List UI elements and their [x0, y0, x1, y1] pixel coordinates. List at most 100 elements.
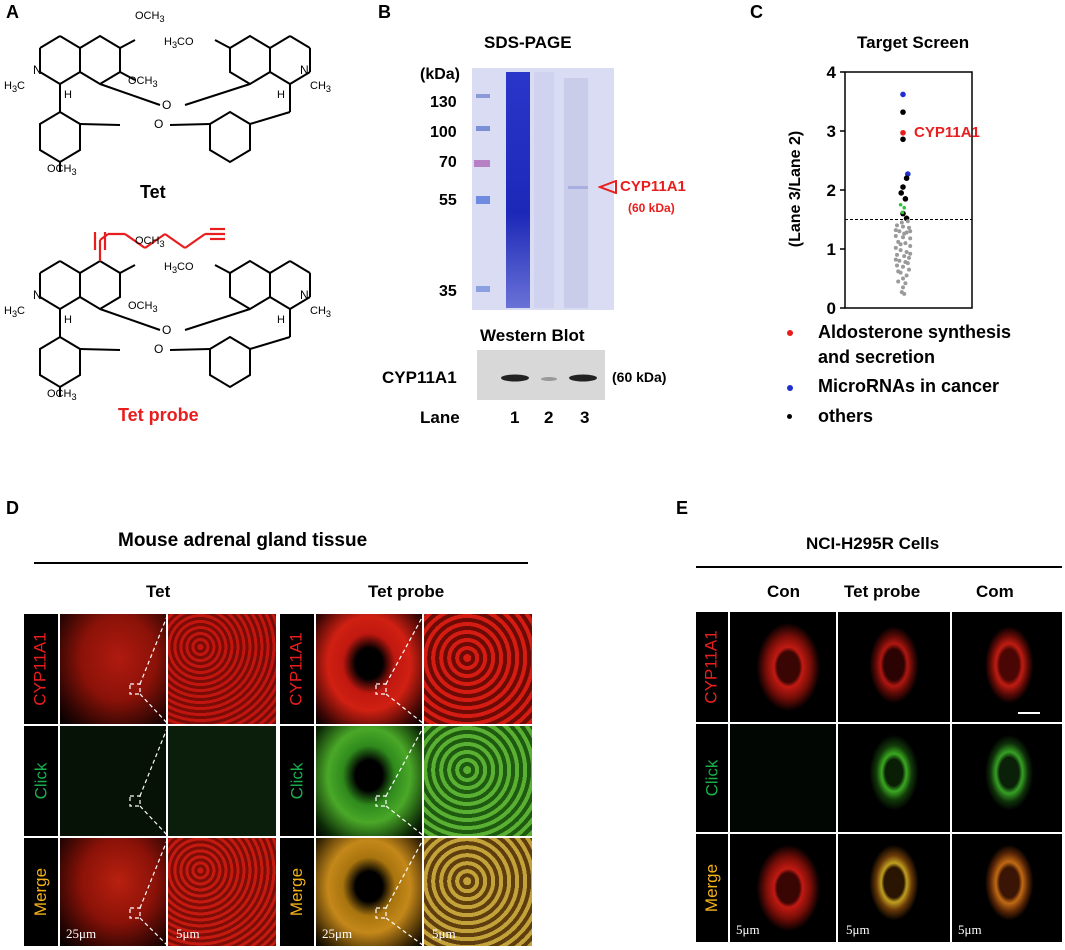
atom-label: O [162, 98, 172, 112]
wb-row-label: CYP11A1 [382, 368, 457, 387]
atom-label: OCH3 [135, 235, 165, 250]
scale-bar-label: 25μm [322, 926, 353, 941]
data-point [895, 252, 899, 257]
tissue-zoom-image [168, 614, 276, 724]
data-point [898, 202, 903, 207]
data-point [898, 242, 903, 247]
data-point [900, 91, 906, 98]
marker-label: 70 [439, 154, 457, 171]
alkyne-chain [93, 227, 225, 261]
scale-bar-label: 5μm [958, 922, 982, 937]
target-screen-title: Target Screen [857, 33, 970, 52]
cell-image [730, 834, 836, 942]
y-tick-label: 2 [827, 181, 836, 200]
cell-image [838, 612, 950, 722]
tissue-image [60, 726, 166, 836]
wb-kda-label: (60 kDa) [612, 369, 667, 385]
data-point [898, 190, 904, 196]
atom-label: OCH3 [47, 388, 77, 403]
target-screen-chart: 0 1 2 3 4 [827, 63, 973, 318]
arrow-icon [598, 180, 617, 194]
atom-label: H [64, 89, 72, 101]
row-label-cyp11a1: CYP11A1 [280, 614, 314, 724]
sds-page-title: SDS-PAGE [484, 33, 572, 52]
data-point [898, 248, 903, 253]
cyp11a1-highlight-label: CYP11A1 [914, 124, 980, 141]
row-label-merge: Merge [696, 834, 728, 942]
data-point [907, 267, 911, 272]
plot-frame [844, 71, 973, 309]
tissue-zoom-image [424, 614, 532, 724]
data-point [900, 210, 905, 215]
row-label-cyp11a1: CYP11A1 [696, 612, 728, 722]
group-label-tet: Tet [146, 582, 171, 601]
western-blot-title: Western Blot [480, 326, 585, 345]
sds-page-gel [472, 68, 614, 310]
panel-letter-c: C [750, 2, 763, 22]
cyp11a1-gel-kda: (60 kDa) [628, 201, 675, 215]
data-point [893, 257, 898, 262]
atom-label: H3CO [164, 36, 194, 51]
data-point [901, 276, 905, 281]
lane-number: 3 [580, 408, 590, 427]
tissue-image [316, 726, 422, 836]
column-label: Con [767, 582, 801, 601]
data-point [904, 273, 909, 278]
data-point [899, 220, 904, 225]
data-point [900, 136, 906, 143]
atom-label: OCH3 [135, 10, 165, 25]
cell-image [838, 834, 950, 942]
kda-label: (kDa) [420, 66, 461, 83]
row-label-merge: Merge [280, 838, 314, 946]
scale-bar-label: 5μm [176, 926, 200, 941]
legend-label: others [818, 406, 874, 426]
data-point [900, 184, 906, 190]
data-point [902, 205, 906, 210]
legend-dot [787, 330, 793, 336]
cell-image [952, 612, 1062, 722]
panel-e-title: NCI-H295R Cells [806, 534, 940, 553]
cell-image [952, 724, 1062, 832]
tet-structure [39, 34, 311, 397]
atom-label: H [64, 314, 72, 326]
tet-label: Tet [140, 182, 166, 202]
atom-label: N [33, 63, 42, 77]
data-point [901, 224, 905, 229]
atom-label: H [277, 314, 285, 326]
legend-label: MicroRNAs in cancer [818, 376, 1000, 396]
western-blot-image [477, 350, 605, 400]
atom-label: H3C [4, 305, 25, 320]
legend-label: and secretion [818, 347, 936, 367]
panel-letter-e: E [676, 498, 689, 518]
y-tick-label: 1 [827, 240, 836, 259]
data-point [901, 264, 905, 269]
cell-image [730, 612, 836, 722]
atom-label: OCH3 [47, 163, 77, 178]
tissue-zoom-image [168, 838, 276, 946]
data-point [908, 251, 913, 256]
atom-label: CH3 [310, 80, 331, 95]
scale-bar-label: 25μm [66, 926, 97, 941]
y-tick-label: 4 [827, 63, 837, 82]
atom-label: OCH3 [128, 300, 158, 315]
data-point [908, 229, 913, 234]
scale-bar [1018, 712, 1040, 714]
data-point [900, 109, 906, 115]
data-point [908, 236, 913, 241]
tissue-image [316, 838, 422, 946]
atom-label: O [154, 342, 164, 356]
divider [696, 566, 1062, 568]
atom-label: N [300, 63, 309, 77]
data-point [895, 263, 899, 268]
legend-label: Aldosterone synthesis [818, 322, 1012, 342]
data-point [907, 255, 911, 260]
row-label-click: Click [696, 724, 728, 832]
data-point [895, 223, 899, 228]
row-label-merge: Merge [24, 838, 58, 946]
atom-label: H [277, 89, 285, 101]
scale-bar-label: 5μm [432, 926, 456, 941]
panel-d-title: Mouse adrenal gland tissue [118, 530, 368, 551]
legend-dot [787, 385, 793, 391]
data-point [900, 129, 906, 136]
data-point [893, 228, 898, 233]
